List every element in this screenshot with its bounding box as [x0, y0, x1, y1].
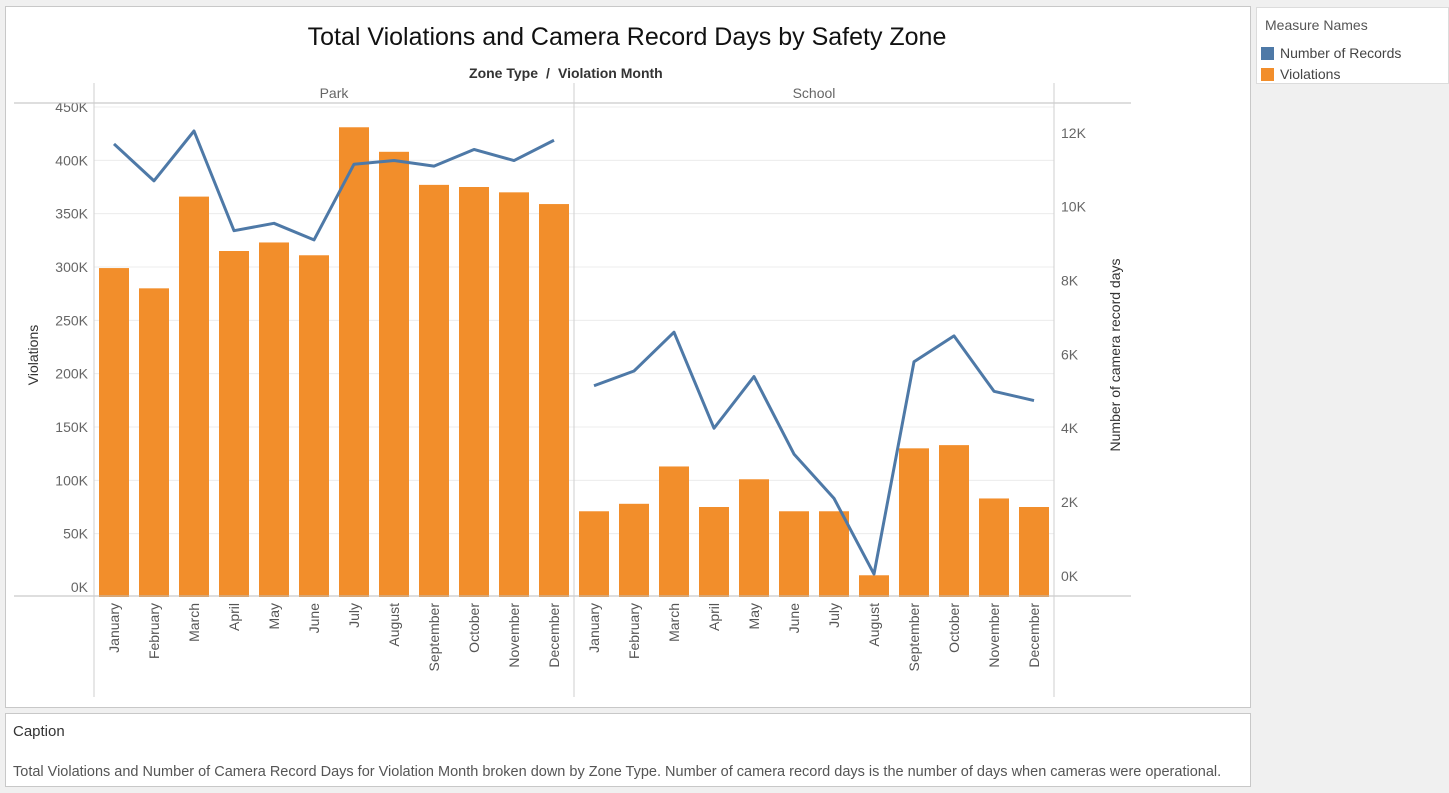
caption-text: Total Violations and Number of Camera Re…: [13, 764, 1222, 780]
y2-tick-label: 8K: [1061, 273, 1079, 289]
x-tick-label: January: [106, 603, 122, 653]
x-tick-label: April: [226, 603, 242, 631]
bar-school-july[interactable]: [819, 511, 849, 597]
x-tick-label: November: [986, 603, 1002, 668]
legend-swatch-violations: [1261, 67, 1274, 81]
x-tick-label: May: [746, 603, 762, 629]
y2-tick-label: 12K: [1061, 125, 1087, 141]
y-tick-label: 100K: [55, 472, 88, 488]
x-tick-label: May: [266, 603, 282, 629]
x-tick-label: August: [386, 603, 402, 647]
y-tick-label: 150K: [55, 419, 88, 435]
x-tick-label: December: [546, 603, 562, 668]
panel-header-park: Park: [320, 85, 350, 101]
legend-swatch-number-of-records: [1261, 46, 1274, 60]
caption-title: Caption: [13, 723, 65, 740]
x-tick-label: January: [586, 603, 602, 653]
y-tick-label: 350K: [55, 206, 88, 222]
bar-school-may[interactable]: [739, 479, 769, 597]
legend-label-violations: Violations: [1280, 66, 1341, 82]
x-tick-label: December: [1026, 603, 1042, 668]
bar-park-june[interactable]: [299, 255, 329, 597]
y2-axis-label: Number of camera record days: [1107, 259, 1123, 452]
header-label: Zone Type / Violation Month: [469, 65, 663, 81]
bar-school-march[interactable]: [659, 466, 689, 597]
y-tick-label: 250K: [55, 312, 88, 328]
y-tick-label: 50K: [63, 526, 89, 542]
x-tick-label: September: [426, 603, 442, 672]
chart-panel: Total Violations and Camera Record Days …: [5, 6, 1251, 708]
bar-school-september[interactable]: [899, 448, 929, 597]
x-tick-label: July: [826, 603, 842, 628]
y2-tick-label: 2K: [1061, 494, 1079, 510]
lines-layer: [112, 129, 1035, 576]
x-tick-label: March: [666, 603, 682, 642]
bar-park-april[interactable]: [219, 251, 249, 597]
bar-park-august[interactable]: [379, 151, 409, 598]
bars-layer: [99, 127, 1049, 598]
bar-park-september[interactable]: [419, 184, 449, 597]
x-tick-label: June: [786, 603, 802, 634]
y2-tick-label: 4K: [1061, 420, 1079, 436]
x-tick-label: October: [466, 603, 482, 653]
line-park-records[interactable]: [112, 129, 555, 242]
legend: Measure Names Number of Records Violatio…: [1256, 7, 1449, 84]
y-axis-label: Violations: [25, 325, 41, 385]
bar-park-february[interactable]: [139, 288, 169, 597]
bar-park-july[interactable]: [339, 127, 369, 598]
x-tick-label: February: [146, 603, 162, 659]
line-school-records[interactable]: [593, 330, 1035, 576]
legend-label-number-of-records: Number of Records: [1280, 45, 1402, 61]
y2-tick-label: 10K: [1061, 199, 1087, 215]
x-tick-label: September: [906, 603, 922, 672]
bar-school-february[interactable]: [619, 503, 649, 597]
panel-header-school: School: [793, 85, 836, 101]
y-tick-label: 400K: [55, 152, 88, 168]
bar-park-october[interactable]: [459, 187, 489, 597]
bar-park-december[interactable]: [539, 204, 569, 598]
axis-layer: 0K 50K 100K 150K 200K 250K 300K 350K 400K 450K 0K 2…: [14, 83, 1131, 697]
y-tick-label: 200K: [55, 366, 88, 382]
legend-item-violations[interactable]: Violations: [1261, 66, 1340, 82]
x-tick-label: June: [306, 603, 322, 634]
header-zone-label: Zone Type: [469, 65, 538, 81]
x-tick-label: August: [866, 603, 882, 647]
caption-panel: Caption Total Violations and Number of C…: [5, 713, 1251, 787]
bar-park-march[interactable]: [179, 196, 209, 597]
bar-school-january[interactable]: [579, 511, 609, 597]
legend-title: Measure Names: [1265, 17, 1368, 33]
chart-title: Total Violations and Camera Record Days …: [308, 23, 947, 51]
x-tick-label: March: [186, 603, 202, 642]
bar-school-october[interactable]: [939, 445, 969, 597]
y-tick-label: 0K: [71, 579, 89, 595]
bar-school-december[interactable]: [1019, 507, 1049, 597]
x-tick-label: November: [506, 603, 522, 668]
bar-school-august[interactable]: [859, 575, 889, 597]
x-tick-label: July: [346, 603, 362, 628]
bar-park-november[interactable]: [499, 192, 529, 598]
x-tick-label: October: [946, 603, 962, 653]
bar-park-january[interactable]: [99, 268, 129, 597]
y-tick-label: 450K: [55, 99, 88, 115]
chart-svg: Total Violations and Camera Record Days …: [14, 23, 1131, 697]
x-tick-label: February: [626, 603, 642, 659]
x-tick-label: April: [706, 603, 722, 631]
y-tick-label: 300K: [55, 259, 88, 275]
bar-school-november[interactable]: [979, 498, 1009, 597]
legend-item-number-of-records[interactable]: Number of Records: [1261, 45, 1401, 61]
bar-school-june[interactable]: [779, 511, 809, 597]
bar-park-may[interactable]: [259, 242, 289, 597]
y2-tick-label: 0K: [1061, 568, 1079, 584]
header-separator: /: [546, 65, 550, 81]
bar-school-april[interactable]: [699, 507, 729, 597]
y2-tick-label: 6K: [1061, 346, 1079, 362]
header-month-label: Violation Month: [558, 65, 663, 81]
